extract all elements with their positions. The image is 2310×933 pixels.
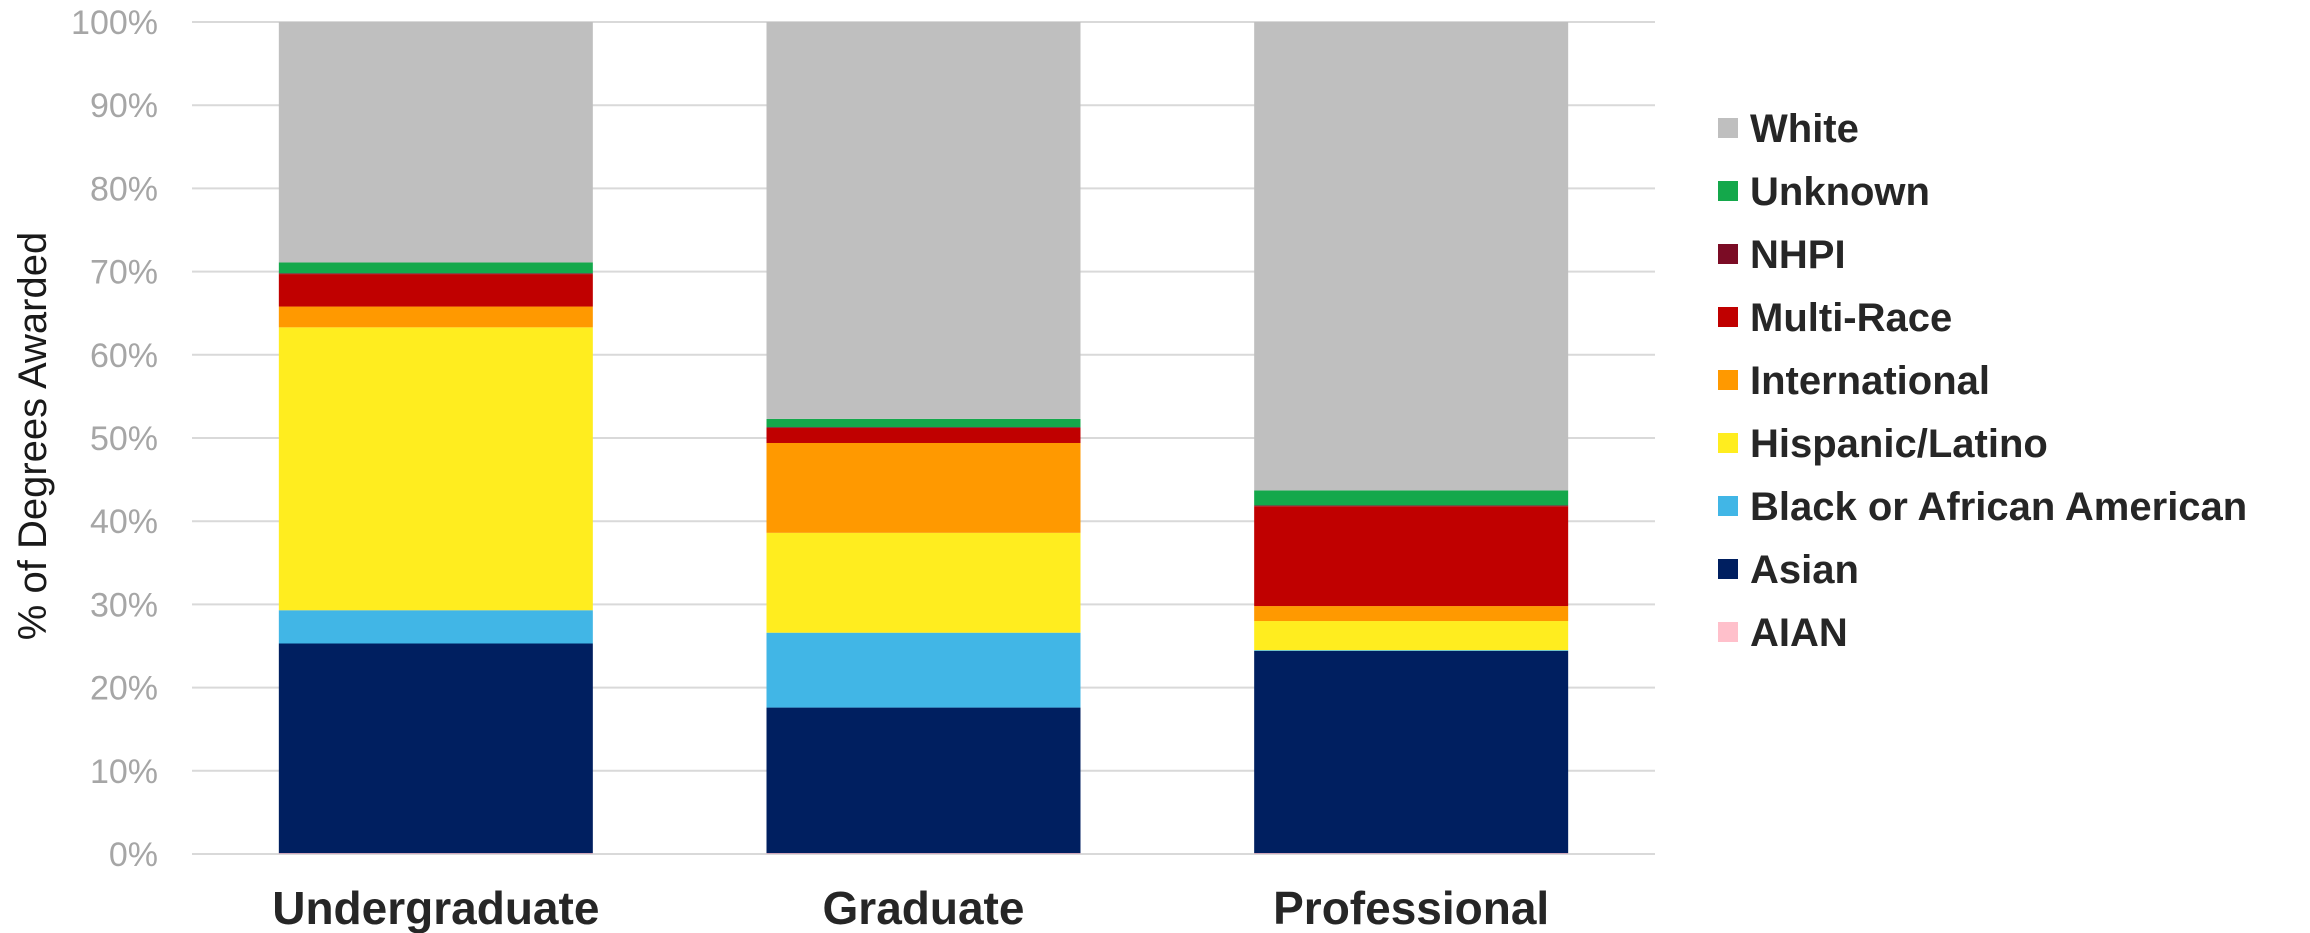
- legend-swatch: [1718, 244, 1738, 264]
- legend-label: Black or African American: [1750, 485, 2247, 529]
- bar-segment: [278, 274, 593, 307]
- bar-segment: [766, 22, 1081, 419]
- bar-segment: [278, 262, 593, 274]
- legend-swatch: [1718, 622, 1738, 642]
- y-tick-label: 90%: [90, 87, 158, 125]
- bar-segment: [1254, 621, 1569, 651]
- y-tick-label: 50%: [90, 420, 158, 458]
- bar-segment: [1254, 505, 1569, 507]
- legend-swatch: [1718, 307, 1738, 327]
- x-category-label: Undergraduate: [272, 882, 599, 933]
- y-tick-label: 80%: [90, 170, 158, 208]
- legend-label: AIAN: [1750, 611, 1848, 655]
- y-tick-label: 30%: [90, 586, 158, 624]
- legend: White Unknown NHPI Multi-Race International H…: [1718, 107, 2247, 655]
- legend-label: Hispanic/Latino: [1750, 422, 2048, 466]
- bar-segment: [278, 306, 593, 328]
- legend-label: NHPI: [1750, 233, 1846, 277]
- legend-label: Unknown: [1750, 170, 1930, 214]
- bar-segment: [766, 442, 1081, 533]
- bar-segment: [1254, 650, 1569, 651]
- bar-segment: [278, 327, 593, 611]
- legend-swatch: [1718, 118, 1738, 138]
- legend-swatch: [1718, 496, 1738, 516]
- y-tick-label: 10%: [90, 753, 158, 791]
- bar-segment: [278, 643, 593, 854]
- x-axis-categories: Undergraduate Graduate Professional: [272, 882, 1549, 933]
- y-axis-ticks: 0% 10% 20% 30% 40% 50% 60% 70% 80% 90% 100%: [71, 4, 158, 874]
- legend-label: Multi-Race: [1750, 296, 1952, 340]
- x-category-label: Professional: [1273, 882, 1549, 933]
- y-tick-label: 0%: [109, 836, 158, 874]
- bar-segment: [278, 853, 593, 854]
- x-category-label: Graduate: [823, 882, 1025, 933]
- bar-segment: [766, 707, 1081, 854]
- y-tick-label: 100%: [71, 4, 158, 42]
- legend-swatch: [1718, 370, 1738, 390]
- bar-segment: [278, 610, 593, 644]
- bar-segment: [1254, 650, 1569, 854]
- bar-segment: [1254, 853, 1569, 854]
- bar-segment: [766, 418, 1081, 428]
- bar-segment: [766, 632, 1081, 708]
- bar-segment: [1254, 606, 1569, 622]
- legend-swatch: [1718, 181, 1738, 201]
- bar-segment: [766, 853, 1081, 854]
- bar-segment: [766, 532, 1081, 633]
- y-tick-label: 20%: [90, 670, 158, 708]
- bars: [278, 22, 1569, 854]
- y-tick-label: 40%: [90, 503, 158, 541]
- bar-segment: [1254, 506, 1569, 607]
- legend-label: White: [1750, 107, 1859, 151]
- legend-swatch: [1718, 559, 1738, 579]
- bar-segment: [1254, 22, 1569, 491]
- y-tick-label: 60%: [90, 337, 158, 375]
- y-tick-label: 70%: [90, 254, 158, 292]
- bar-segment: [278, 22, 593, 263]
- y-axis-title: % of Degrees Awarded: [11, 232, 55, 640]
- legend-swatch: [1718, 433, 1738, 453]
- bar-segment: [278, 273, 593, 275]
- bar-segment: [766, 427, 1081, 429]
- legend-label: International: [1750, 359, 1990, 403]
- bar-segment: [766, 428, 1081, 443]
- legend-label: Asian: [1750, 548, 1859, 592]
- bar-segment: [1254, 490, 1569, 506]
